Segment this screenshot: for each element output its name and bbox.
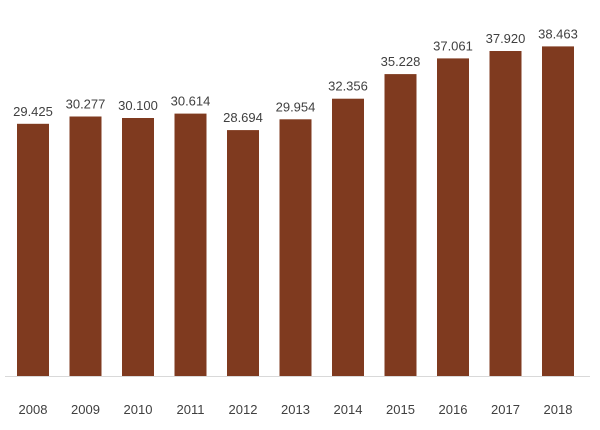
x-tick-label-2012: 2012 — [229, 402, 258, 417]
bar-2017 — [489, 51, 522, 376]
bar-2008 — [17, 123, 49, 376]
bar-2012 — [227, 130, 259, 376]
bar-2013 — [279, 119, 312, 377]
value-label-2010: 30.100 — [118, 98, 158, 113]
x-tick-label-2015: 2015 — [386, 402, 415, 417]
bar-2014 — [332, 98, 364, 376]
x-tick-label-2008: 2008 — [19, 402, 48, 417]
bars-group — [17, 46, 574, 377]
bar-2018 — [542, 46, 574, 377]
x-tick-label-2018: 2018 — [544, 402, 573, 417]
bar-2016 — [437, 58, 469, 377]
value-label-2015: 35.228 — [381, 54, 421, 69]
bar-2009 — [69, 116, 102, 376]
value-label-2008: 29.425 — [13, 104, 53, 119]
x-tick-label-2011: 2011 — [177, 402, 205, 417]
bar-2010 — [122, 118, 154, 376]
bar-2015 — [384, 74, 417, 376]
value-labels-group: 29.425 30.277 30.100 30.614 28.694 29.954 32.3… — [13, 26, 578, 125]
x-tick-label-2009: 2009 — [71, 402, 100, 417]
x-tick-label-2014: 2014 — [334, 402, 363, 417]
x-tick-labels-group: 2008 2009 2010 2011 2012 2013 2014 2015 2016 2017… — [19, 402, 573, 417]
x-tick-label-2016: 2016 — [439, 402, 468, 417]
bar-2011 — [174, 113, 207, 376]
value-label-2014: 32.356 — [328, 79, 368, 94]
x-tick-label-2010: 2010 — [124, 402, 153, 417]
value-label-2011: 30.614 — [171, 94, 211, 109]
x-tick-label-2017: 2017 — [491, 402, 520, 417]
value-label-2017: 37.920 — [486, 31, 526, 46]
value-label-2012: 28.694 — [223, 110, 263, 125]
value-label-2016: 37.061 — [433, 38, 473, 53]
x-tick-label-2013: 2013 — [281, 402, 310, 417]
value-label-2013: 29.954 — [276, 99, 316, 114]
value-label-2018: 38.463 — [538, 26, 578, 41]
value-label-2009: 30.277 — [66, 97, 106, 112]
